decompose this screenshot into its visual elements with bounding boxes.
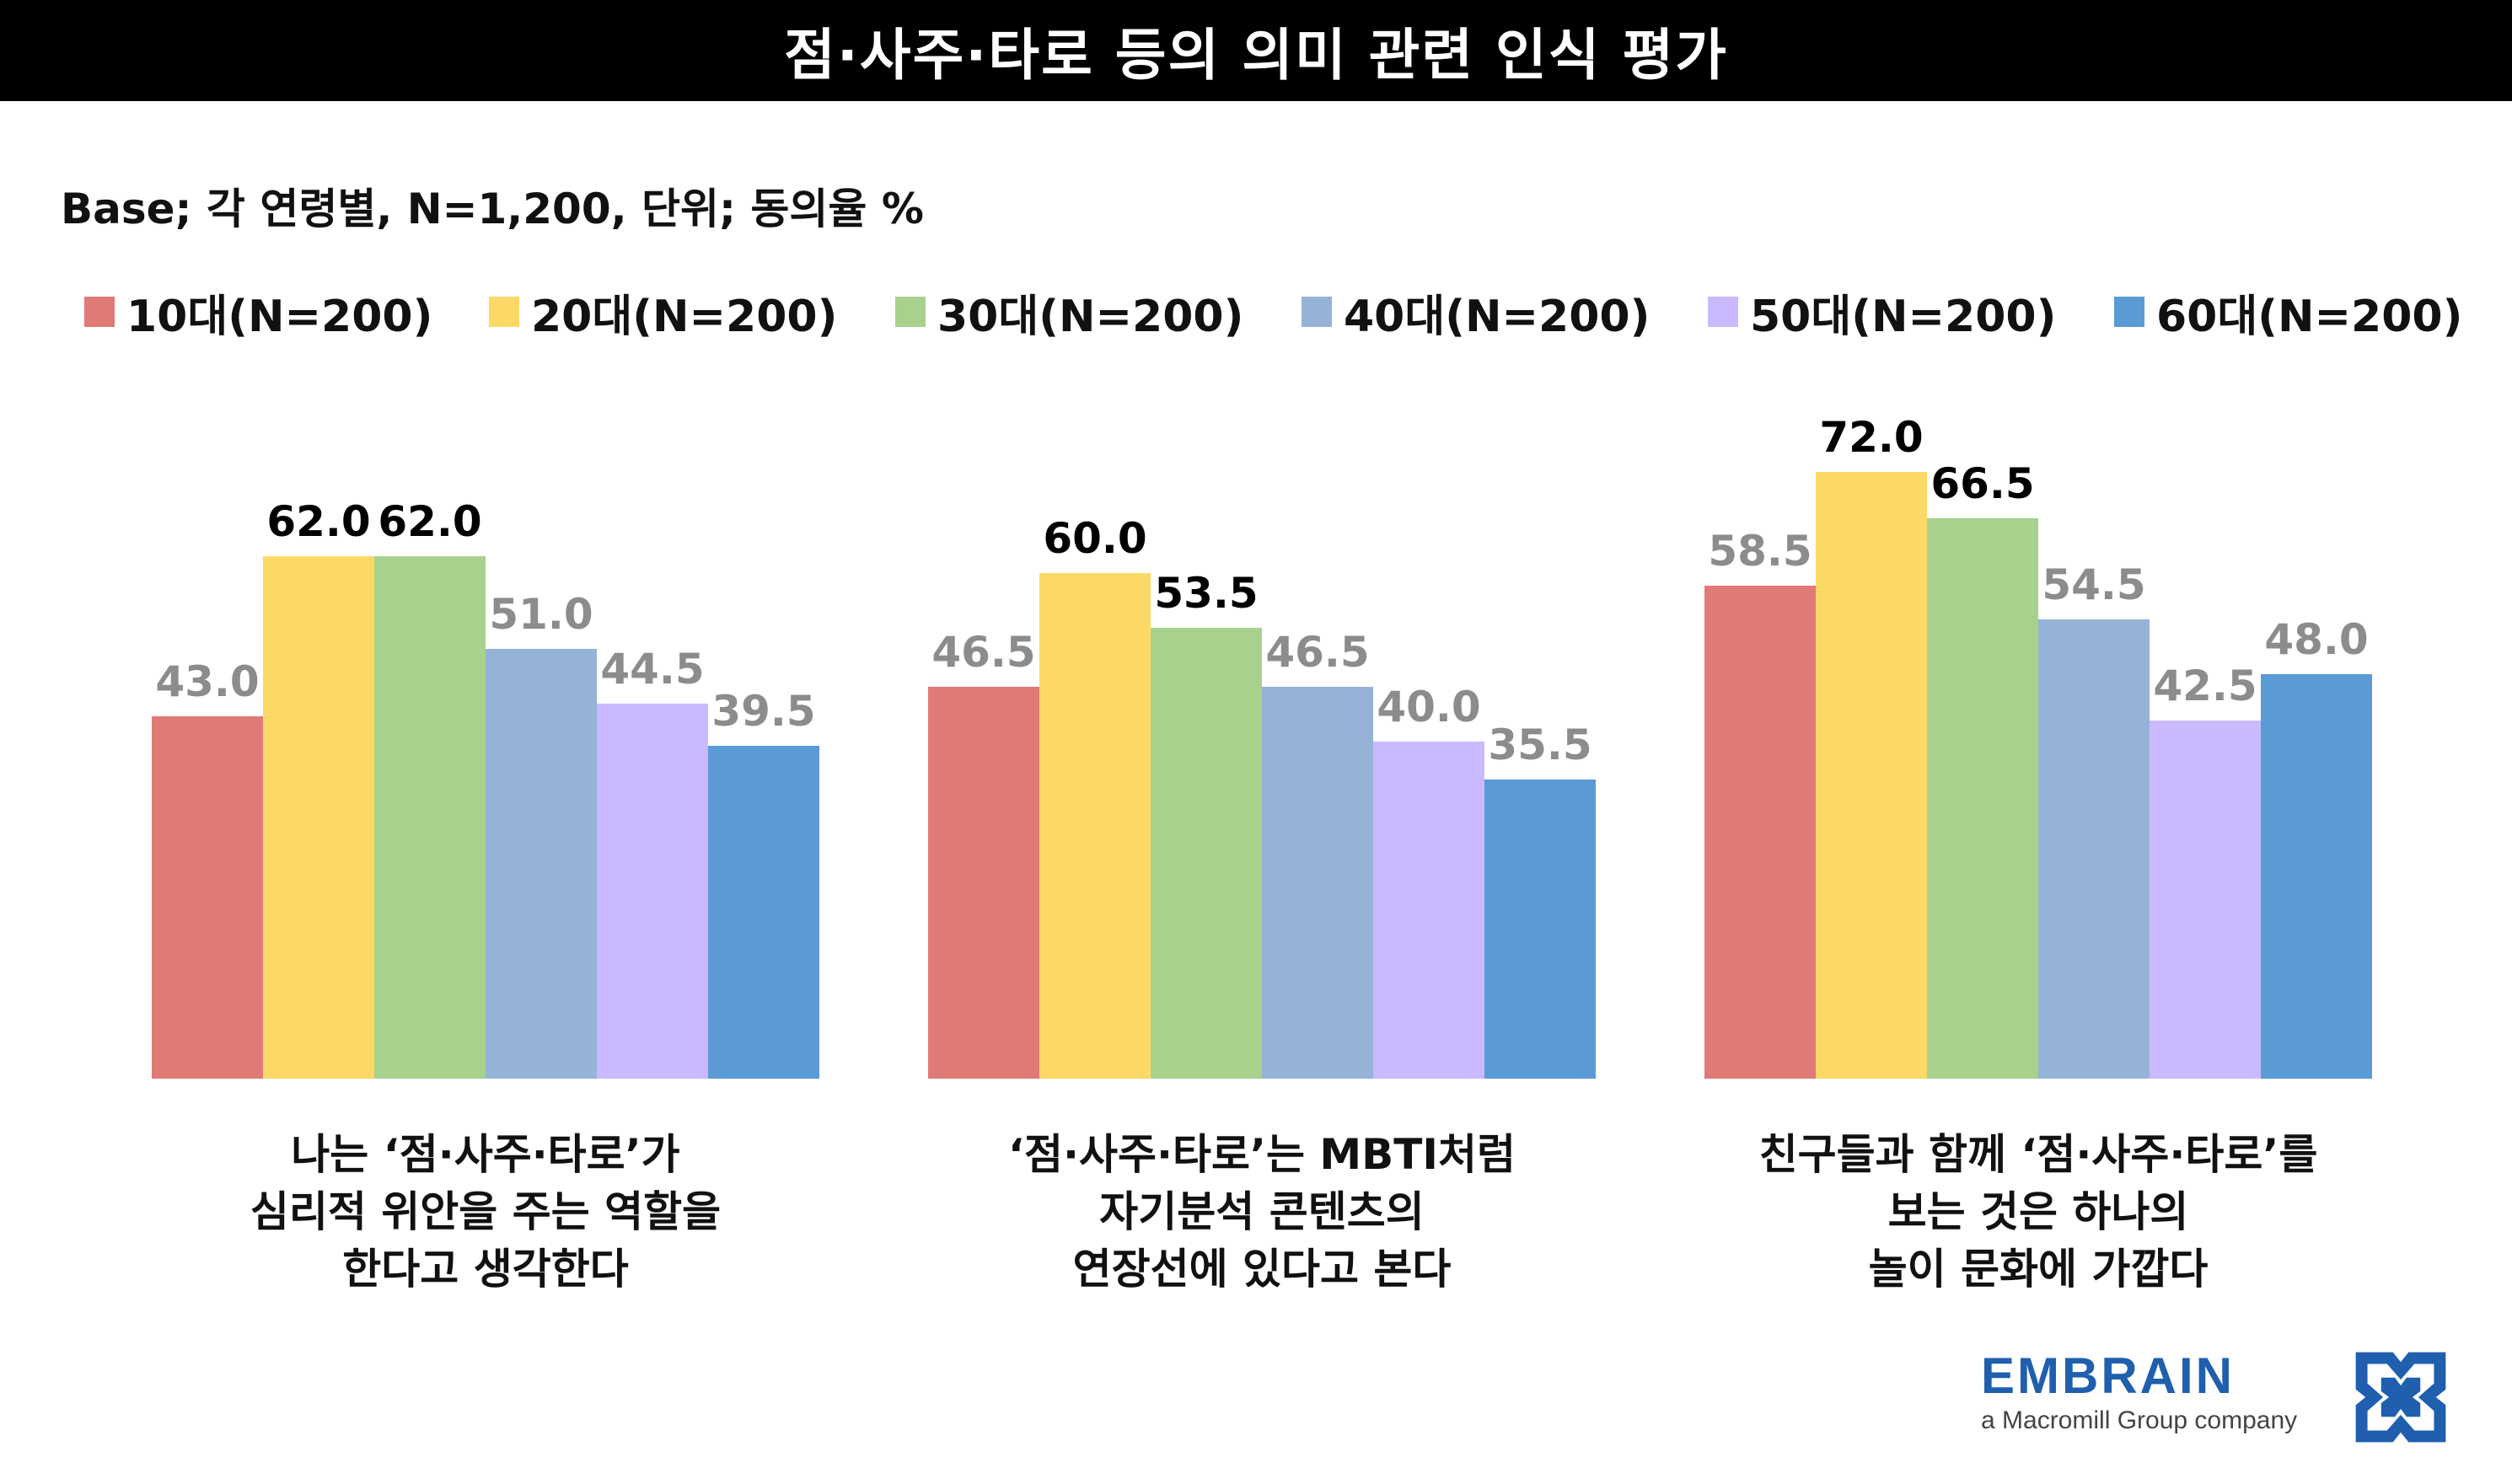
chart-legend: 10대(N=200) 20대(N=200) 30대(N=200) 40대(N=200)…	[84, 278, 2462, 346]
legend-swatch	[895, 297, 926, 327]
legend-label: 40대(N=200)	[1344, 291, 1651, 342]
legend-item: 20대(N=200)	[489, 278, 837, 346]
data-label: 42.5	[2153, 662, 2257, 710]
page-title: 점·사주·타로 등의 의미 관련 인식 평가	[0, 0, 2512, 101]
brand-name: EMBRAIN	[1981, 1347, 2235, 1404]
brand-tagline: a Macromill Group company	[1981, 1406, 2298, 1434]
category-label-line: ‘점·사주·타로’는 MBTI처럼	[1008, 1130, 1516, 1179]
category-label-line: 친구들과 함께 ‘점·사주·타로’를	[1758, 1130, 2318, 1179]
legend-label: 10대(N=200)	[126, 291, 433, 342]
data-label: 39.5	[711, 687, 815, 736]
data-label: 62.0	[266, 497, 370, 546]
bar	[2038, 619, 2150, 1079]
category-label-line: 놀이 문화에 가깝다	[1868, 1245, 2209, 1294]
data-label: 44.5	[600, 645, 704, 694]
bar	[1484, 780, 1596, 1079]
embrain-logo-icon	[2355, 1352, 2446, 1443]
category-label-line: 심리적 위안을 주는 역할을	[250, 1187, 722, 1236]
data-label: 43.0	[155, 657, 259, 706]
legend-swatch	[84, 297, 115, 327]
bar	[1039, 573, 1151, 1079]
legend-item: 10대(N=200)	[84, 278, 432, 346]
base-note: Base; 각 연령별, N=1,200, 단위; 동의율 %	[61, 185, 924, 233]
bar	[1373, 742, 1484, 1079]
data-label: 53.5	[1154, 569, 1258, 618]
legend-swatch	[1708, 297, 1738, 327]
category-label-line: 한다고 생각한다	[342, 1245, 629, 1294]
category-label-line: 자기분석 콘텐츠의	[1099, 1187, 1425, 1236]
bar	[2150, 721, 2261, 1079]
legend-label: 60대(N=200)	[2156, 291, 2463, 342]
bar	[708, 746, 819, 1079]
legend-item: 40대(N=200)	[1302, 278, 1650, 346]
brand-block: EMBRAIN a Macromill Group company	[1981, 1347, 2335, 1435]
bar	[1704, 586, 1816, 1079]
data-label: 54.5	[2042, 560, 2145, 609]
data-label: 51.0	[489, 590, 593, 639]
bar	[486, 649, 597, 1079]
data-label: 66.5	[1930, 459, 2034, 508]
data-label: 46.5	[1265, 628, 1369, 677]
data-label: 40.0	[1377, 683, 1480, 731]
data-label: 58.5	[1708, 527, 1812, 576]
legend-swatch	[2114, 297, 2144, 327]
bar	[2261, 674, 2372, 1079]
data-label: 46.5	[931, 628, 1035, 677]
category-label-line: 나는 ‘점·사주·타로’가	[291, 1130, 680, 1179]
bar	[1816, 472, 1927, 1079]
category-label-line: 연장선에 있다고 본다	[1072, 1245, 1452, 1294]
bar	[1151, 628, 1262, 1079]
data-label: 62.0	[378, 497, 481, 546]
legend-item: 50대(N=200)	[1708, 278, 2056, 346]
category-label-line: 보는 것은 하나의	[1887, 1187, 2189, 1236]
data-label: 48.0	[2264, 615, 2368, 664]
bar	[1927, 518, 2038, 1079]
legend-swatch	[1302, 297, 1332, 327]
legend-item: 60대(N=200)	[2114, 278, 2462, 346]
bar	[1262, 687, 1373, 1079]
bar	[928, 687, 1039, 1079]
legend-label: 50대(N=200)	[1750, 291, 2057, 342]
bar	[263, 556, 374, 1079]
bar	[597, 704, 708, 1079]
bar	[152, 716, 263, 1079]
data-label: 60.0	[1043, 514, 1146, 563]
legend-label: 30대(N=200)	[937, 291, 1244, 342]
data-label: 35.5	[1488, 721, 1591, 769]
legend-item: 30대(N=200)	[895, 278, 1243, 346]
bar	[374, 556, 486, 1079]
data-label: 72.0	[1819, 413, 1923, 462]
legend-label: 20대(N=200)	[531, 291, 838, 342]
legend-swatch	[489, 297, 519, 327]
